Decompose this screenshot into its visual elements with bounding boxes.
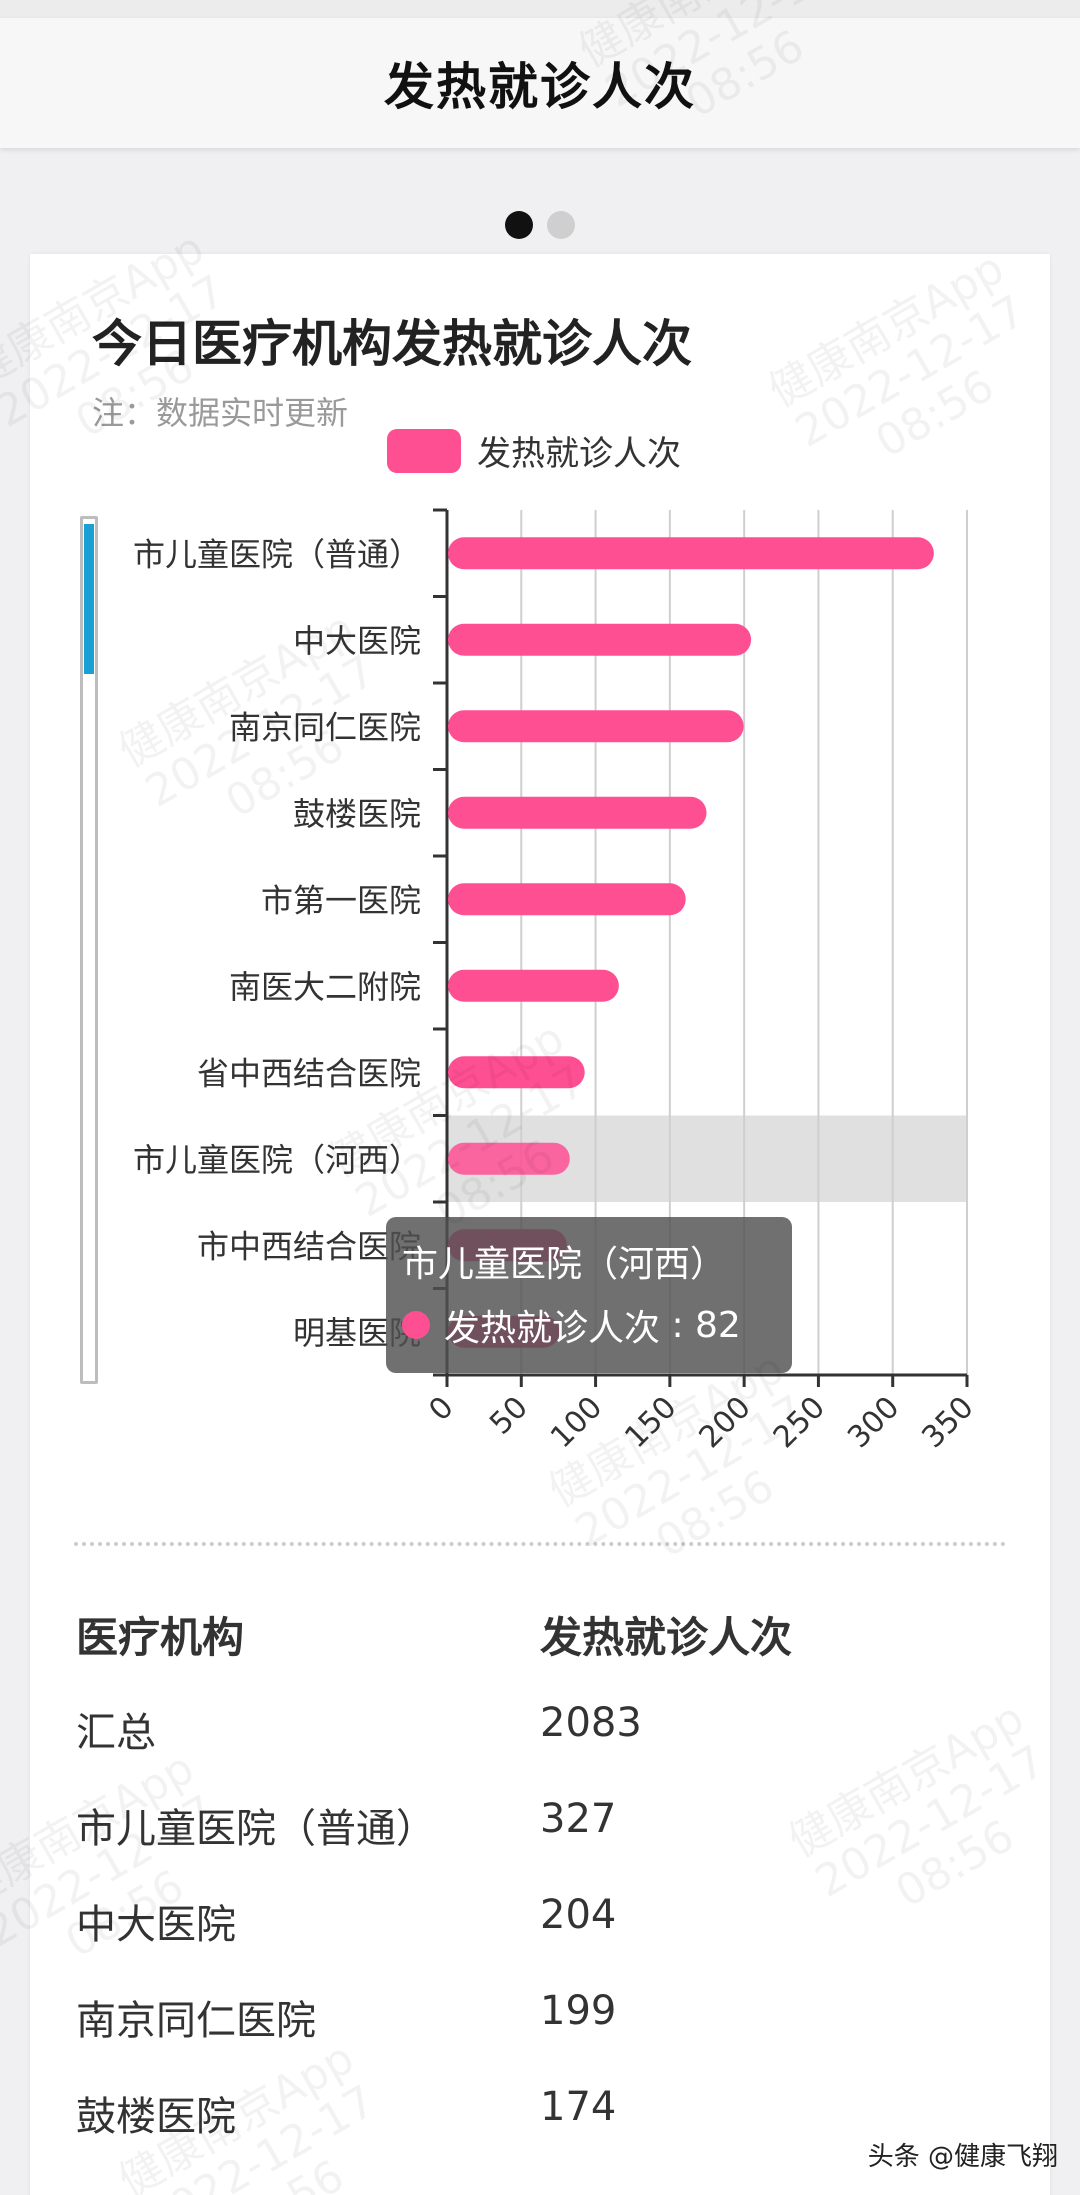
table-cell-count: 204 (540, 1892, 617, 1938)
legend-swatch (387, 428, 461, 473)
card-note: 注：数据实时更新 (92, 394, 349, 432)
tooltip-series-dot (402, 1311, 430, 1339)
category-label: 中大医院 (293, 622, 421, 660)
x-tick-label: 350 (915, 1390, 980, 1455)
category-label: 南京同仁医院 (229, 708, 421, 746)
table-cell-institution: 南京同仁医院 (76, 1998, 316, 2044)
table-cell-count: 174 (540, 2084, 617, 2130)
bar (448, 1056, 585, 1089)
category-label: 市中西结合医院 (197, 1227, 421, 1265)
table-row: 鼓楼医院 174 (76, 2084, 976, 2142)
category-label: 市儿童医院（普通） (133, 535, 421, 573)
footer-brand: 头条 @健康飞翔 (867, 2142, 1058, 2172)
page-title: 发热就诊人次 (384, 58, 696, 116)
table-cell-count: 199 (540, 1988, 617, 2034)
category-label: 市儿童医院（河西） (133, 1141, 421, 1179)
table-cell-count: 2083 (540, 1700, 642, 1746)
chart-card: 今日医疗机构发热就诊人次 注：数据实时更新 发热就诊人次 市儿童医院（普通） 中大… (30, 254, 1050, 2195)
x-tick-label: 250 (767, 1390, 832, 1455)
x-tick-label: 50 (483, 1390, 535, 1442)
table-row: 市儿童医院（普通） 327 (76, 1796, 976, 1854)
category-label: 市第一医院 (261, 881, 421, 919)
zoom-slider-handle[interactable] (84, 524, 94, 674)
table-row: 汇总 2083 (76, 1700, 976, 1758)
x-tick-label: 0 (422, 1390, 460, 1428)
section-divider (74, 1542, 1006, 1546)
bar (448, 537, 934, 570)
table-header: 医疗机构 发热就诊人次 (76, 1604, 976, 1665)
bar (448, 969, 619, 1002)
legend-label: 发热就诊人次 (477, 434, 681, 474)
table-cell-count: 327 (540, 1796, 617, 1842)
table-row: 中大医院 204 (76, 1892, 976, 1950)
chart-zoom-slider[interactable] (80, 516, 98, 1384)
card-title: 今日医疗机构发热就诊人次 (92, 315, 692, 373)
bar (448, 796, 707, 829)
table-header-count: 发热就诊人次 (540, 1613, 793, 1662)
page-indicator (505, 211, 575, 239)
table-cell-institution: 市儿童医院（普通） (76, 1806, 436, 1852)
tooltip-separator: : (660, 1304, 696, 1346)
table-cell-institution: 鼓楼医院 (76, 2094, 236, 2140)
chart-legend[interactable]: 发热就诊人次 (387, 426, 681, 475)
bar (448, 623, 752, 656)
bar (448, 883, 686, 916)
table-cell-institution: 中大医院 (76, 1902, 236, 1948)
x-tick-label: 100 (544, 1390, 609, 1455)
category-label: 鼓楼医院 (293, 795, 421, 833)
category-label: 南医大二附院 (229, 968, 421, 1006)
tooltip-title: 市儿童医院（河西） (402, 1244, 727, 1285)
table-cell-institution: 汇总 (76, 1710, 156, 1756)
x-tick-label: 300 (841, 1390, 906, 1455)
table-header-institution: 医疗机构 (76, 1613, 245, 1662)
tooltip-row: 发热就诊人次 : 82 (402, 1299, 776, 1351)
x-tick-label: 150 (618, 1390, 683, 1455)
tooltip-series-label: 发热就诊人次 (444, 1308, 661, 1349)
category-label: 省中西结合医院 (197, 1054, 421, 1092)
table-row: 南京同仁医院 199 (76, 1988, 976, 2046)
page-dot-1[interactable] (505, 211, 533, 239)
page-dot-2[interactable] (547, 211, 575, 239)
top-bar: 发热就诊人次 (0, 18, 1080, 148)
bar (448, 710, 744, 743)
tooltip-value: 82 (695, 1304, 741, 1346)
x-tick-label: 200 (693, 1390, 758, 1455)
chart-tooltip: 市儿童医院（河西） 发热就诊人次 : 82 (386, 1217, 792, 1373)
status-strip (0, 0, 1080, 18)
bar (448, 1142, 570, 1175)
